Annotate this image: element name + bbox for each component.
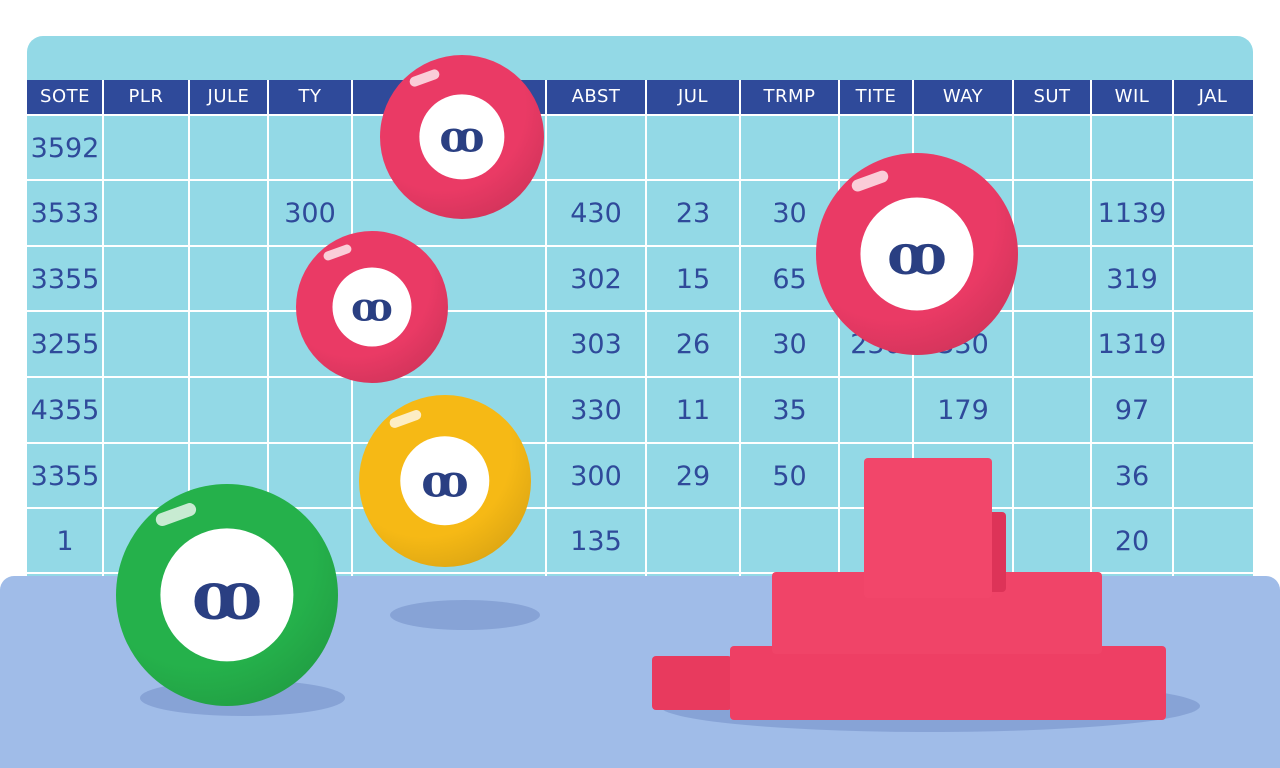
grid-row-line [27,507,1253,509]
table-cell: 3533 [30,198,100,229]
table-cell: 303 [570,329,622,360]
table-cell: 330 [570,395,622,426]
table-cell: 15 [675,264,711,295]
table-cell: 36 [1114,461,1150,492]
column-header: JUL [677,86,708,107]
table-cell: 97 [1114,395,1150,426]
table-cell: 50 [772,461,807,492]
column-header: PLR [128,86,164,107]
table-cell: 29 [675,461,711,492]
red-ball-top: ꝏ [380,55,544,219]
grid-column-line [1172,80,1174,596]
table-cell: 20 [1114,526,1150,557]
grid-row-line [27,376,1253,378]
ball-number-face: ꝏ [400,436,490,526]
ball-number-glyph: ꝏ [439,111,485,162]
ball-number-face: ꝏ [419,94,505,180]
red-ball-right: ꝏ [816,153,1018,355]
ball-number-glyph: ꝏ [351,284,393,330]
column-header: WAY [942,86,984,107]
table-cell: 300 [570,461,622,492]
table-cell: 4355 [30,395,100,426]
ball-highlight [850,169,891,194]
table-cell: 300 [284,198,336,229]
ball-highlight [153,501,199,529]
table-cell: 1139 [1097,198,1167,229]
grid-column-line [1012,80,1014,596]
grid-column-line [1090,80,1092,596]
grid-column-line [188,80,190,596]
grid-column-line [838,80,840,596]
table-cell: 3355 [30,461,100,492]
table-cell: 35 [772,395,807,426]
column-header: TY [298,86,322,107]
column-header: ABST [571,86,621,107]
table-cell: 3355 [30,264,100,295]
ball-number-face: ꝏ [860,197,974,311]
table-header-row: SOTE PLR JULE TY ABST JUL TRMP TITE WAY SUT WIL JAL [27,80,1253,114]
grid-row-line [27,245,1253,247]
table-cell: 179 [937,395,989,426]
table-cell: 26 [675,329,711,360]
table-cell: 430 [570,198,622,229]
table-cell: 3592 [30,133,100,164]
ball-highlight [407,67,441,88]
yellow-ball: ꝏ [359,395,531,567]
table-cell: 1319 [1097,329,1167,360]
column-header: JULE [207,86,250,107]
grid-row-line [27,310,1253,312]
column-header: WIL [1114,86,1150,107]
grid-column-line [267,80,269,596]
block-left-step [652,656,732,710]
table-cell: 23 [675,198,711,229]
ball-shadow [390,600,540,630]
ball-number-glyph: ꝏ [421,454,469,508]
grid-row-line [27,572,1253,574]
table-cell: 319 [1106,264,1158,295]
table-cell: 11 [675,395,711,426]
column-header: JAL [1198,86,1228,107]
column-header: TITE [855,86,897,107]
grid-row-line [27,114,1253,116]
table-cell: 30 [772,329,807,360]
block-tower [864,458,992,598]
block-base [730,646,1166,720]
ball-number-face: ꝏ [332,267,412,347]
grid-column-line [645,80,647,596]
ball-number-glyph: ꝏ [191,555,263,635]
column-header: TRMP [763,86,816,107]
table-cell: 302 [570,264,622,295]
table-cell: 65 [772,264,807,295]
grid-column-line [739,80,741,596]
ball-highlight [388,408,423,430]
column-header: SOTE [40,86,90,107]
table-cell: 1 [56,526,74,557]
green-ball: ꝏ [116,484,338,706]
red-ball-middle: ꝏ [296,231,448,383]
grid-row-line [27,179,1253,181]
ball-number-face: ꝏ [160,528,294,662]
table-cell: 30 [772,198,807,229]
grid-column-line [102,80,104,596]
ball-highlight [321,243,353,262]
table-cell: 3255 [30,329,100,360]
grid-row-line [27,442,1253,444]
ball-number-glyph: ꝏ [887,220,947,287]
table-cell: 135 [570,526,622,557]
column-header: SUT [1033,86,1071,107]
grid-column-line [545,80,547,596]
